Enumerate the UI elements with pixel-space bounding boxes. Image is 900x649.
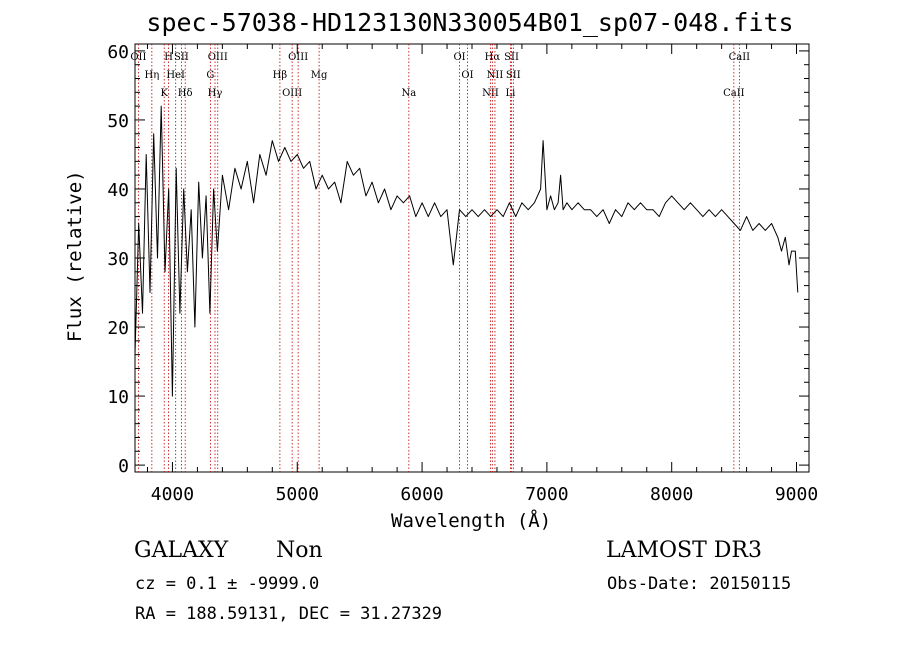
line-marker-label: Hα [485,52,501,63]
spectrum-layer [134,105,799,397]
y-tick-label: 20 [107,318,129,339]
line-marker-label: OI [461,70,473,81]
coordinates-label: RA = 188.59131, DEC = 31.27329 [135,604,443,624]
line-marker-label: OIII [282,88,302,99]
y-tick-label: 30 [107,249,129,270]
obs-date-label: Obs-Date: 20150115 [607,574,792,594]
chart-title: spec-57038-HD123130N330054B01_sp07-048.f… [146,8,794,37]
x-tick-label: 5000 [276,484,319,505]
line-marker-label: SII [504,52,519,63]
line-marker-label: G [206,70,214,81]
x-tick-label: 7000 [525,484,568,505]
x-tick-label: 4000 [151,484,194,505]
line-marker-label: K [160,88,168,99]
line-marker-label: SII [174,52,189,63]
x-tick-label: 9000 [775,484,818,505]
tick-layer: 4000 5000 6000 7000 8000 9000 0 10 20 30 40 50 60 [107,42,818,505]
x-axis-label: Wavelength (Å) [391,510,552,532]
y-axis-label: Flux (relative) [64,170,86,342]
line-marker-label: Hβ [273,70,288,81]
line-marker-label: OI [453,52,465,63]
redshift-label: cz = 0.1 ± -9999.0 [135,574,320,594]
y-tick-label: 60 [107,42,129,63]
line-marker-label: Li [506,88,516,99]
line-marker-layer: OIIHηKHHeIHδSIIGHγOIIIHβOIIIOIIIMgNaOIOI… [130,44,750,472]
line-marker-label: Hδ [178,88,193,99]
line-marker-label: H [164,52,173,63]
subclass-label: Non [276,538,323,563]
line-marker-label: HeI [166,70,185,81]
x-tick-label: 6000 [400,484,443,505]
survey-label: LAMOST DR3 [606,538,762,563]
line-marker-label: CaII [723,88,745,99]
line-marker-label: OIII [288,52,308,63]
class-label: GALAXY [134,538,229,563]
line-marker-label: OII [130,52,146,63]
y-tick-label: 10 [107,387,129,408]
y-tick-label: 50 [107,111,129,132]
line-marker-label: OIII [208,52,228,63]
x-tick-label: 8000 [650,484,693,505]
line-marker-label: Na [401,88,416,99]
line-marker-label: Hη [144,70,159,81]
line-marker-label: SII [506,70,521,81]
line-marker-label: NII [482,88,499,99]
y-tick-label: 40 [107,180,129,201]
line-marker-label: CaII [729,52,751,63]
line-marker-label: Mg [311,70,328,81]
y-tick-label: 0 [118,456,129,477]
line-marker-label: NII [487,70,504,81]
spectrum-series-line [134,105,799,397]
plot-frame [134,43,810,473]
line-marker-label: Hγ [208,88,223,99]
